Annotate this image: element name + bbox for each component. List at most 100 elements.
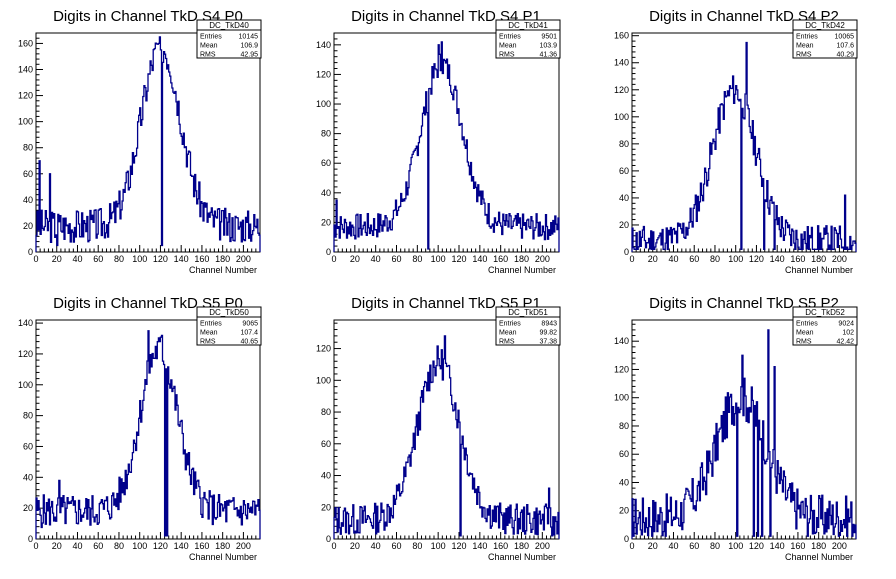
stats-value: 10145 <box>239 34 259 41</box>
x-tick-label: 100 <box>132 254 147 264</box>
y-tick-label: 100 <box>316 99 331 109</box>
x-tick-label: 20 <box>350 254 360 264</box>
stats-box: DC_TkD50 Entries 9065 Mean 107.4 RMS 40.65 <box>196 306 262 346</box>
stats-box: DC_TkD42 Entries 10065 Mean 107.6 RMS 40.29 <box>792 19 858 59</box>
stats-label: Mean <box>200 43 218 50</box>
x-tick-label: 120 <box>451 254 466 264</box>
stats-value: 9065 <box>242 321 258 328</box>
stats-name: DC_TkD50 <box>209 308 249 317</box>
panel-title: Digits in Channel TkD S4 P0 <box>53 8 243 25</box>
y-tick-label: 60 <box>23 441 33 451</box>
y-tick-label: 0 <box>624 247 629 257</box>
histogram-line <box>333 335 560 539</box>
stats-name: DC_TkD51 <box>508 308 548 317</box>
y-tick-label: 40 <box>321 471 331 481</box>
y-tick-label: 140 <box>18 318 33 328</box>
x-tick-label: 20 <box>52 254 62 264</box>
x-tick-label: 180 <box>811 541 826 551</box>
stats-label: Mean <box>200 330 218 337</box>
x-tick-label: 100 <box>728 541 743 551</box>
x-tick-label: 100 <box>132 541 147 551</box>
y-tick-label: 140 <box>316 40 331 50</box>
stats-label: Entries <box>200 34 222 41</box>
y-tick-label: 80 <box>619 421 629 431</box>
y-tick-label: 140 <box>614 58 629 68</box>
y-tick-label: 20 <box>23 503 33 513</box>
stats-value: 40.29 <box>836 52 854 59</box>
stats-label: Mean <box>499 330 517 337</box>
y-tick-label: 80 <box>619 139 629 149</box>
plot-frame <box>631 32 857 253</box>
x-tick-label: 60 <box>689 254 699 264</box>
x-tick-label: 120 <box>153 254 168 264</box>
x-tick-label: 80 <box>710 541 720 551</box>
stats-name: DC_TkD41 <box>508 21 548 30</box>
x-axis-label: Channel Number <box>189 552 257 562</box>
stats-value: 8943 <box>541 321 557 328</box>
y-tick-label: 0 <box>28 247 33 257</box>
panel-title: Digits in Channel TkD S4 P2 <box>649 8 839 25</box>
histogram-panel: Digits in Channel TkD S4 P2 0 20 40 60 80 100 1… <box>614 8 858 275</box>
x-tick-label: 140 <box>174 254 189 264</box>
stats-name: DC_TkD52 <box>805 308 845 317</box>
x-tick-label: 40 <box>668 541 678 551</box>
x-tick-label: 0 <box>331 254 336 264</box>
x-tick-label: 80 <box>114 541 124 551</box>
y-tick-label: 40 <box>619 477 629 487</box>
x-tick-label: 160 <box>493 254 508 264</box>
y-tick-label: 40 <box>23 195 33 205</box>
x-tick-label: 180 <box>514 254 529 264</box>
x-axis-label: Channel Number <box>785 552 853 562</box>
x-tick-label: 80 <box>412 541 422 551</box>
stats-label: Entries <box>796 321 818 328</box>
y-tick-label: 60 <box>321 439 331 449</box>
y-tick-label: 120 <box>614 364 629 374</box>
x-tick-label: 40 <box>668 254 678 264</box>
y-tick-label: 40 <box>619 193 629 203</box>
x-tick-label: 180 <box>514 541 529 551</box>
x-tick-label: 120 <box>749 254 764 264</box>
y-tick-label: 100 <box>18 380 33 390</box>
x-axis-label: Channel Number <box>189 265 257 275</box>
stats-value: 41.36 <box>539 52 557 59</box>
x-tick-label: 160 <box>493 541 508 551</box>
histogram-panel: Digits in Channel TkD S4 P0 0 20 40 60 80 100 1… <box>18 8 262 275</box>
y-tick-label: 100 <box>18 117 33 127</box>
y-tick-label: 120 <box>316 69 331 79</box>
x-tick-label: 100 <box>728 254 743 264</box>
x-tick-label: 100 <box>431 541 446 551</box>
y-tick-label: 100 <box>614 112 629 122</box>
x-tick-label: 0 <box>331 541 336 551</box>
stats-value: 42.95 <box>240 52 258 59</box>
x-tick-label: 0 <box>33 254 38 264</box>
histogram-line <box>35 330 261 539</box>
y-tick-label: 40 <box>23 472 33 482</box>
y-tick-label: 120 <box>614 85 629 95</box>
x-tick-label: 200 <box>236 254 251 264</box>
histogram-line <box>35 36 261 252</box>
x-tick-label: 160 <box>790 254 805 264</box>
stats-value: 42.42 <box>836 339 854 346</box>
stats-value: 102 <box>842 330 854 337</box>
stats-box-border <box>196 306 262 346</box>
stats-value: 107.6 <box>836 43 854 50</box>
x-tick-label: 60 <box>391 254 401 264</box>
y-tick-label: 20 <box>619 506 629 516</box>
x-tick-label: 40 <box>72 254 82 264</box>
x-tick-label: 60 <box>93 254 103 264</box>
x-tick-label: 160 <box>790 541 805 551</box>
x-tick-label: 140 <box>472 254 487 264</box>
panel-title: Digits in Channel TkD S4 P1 <box>351 8 541 25</box>
y-tick-label: 20 <box>619 220 629 230</box>
x-axis-label: Channel Number <box>488 552 556 562</box>
x-tick-label: 40 <box>371 541 381 551</box>
y-tick-label: 160 <box>18 38 33 48</box>
stats-label: Mean <box>499 43 517 50</box>
stats-label: RMS <box>796 339 812 346</box>
stats-box-border <box>495 19 561 59</box>
x-tick-label: 140 <box>174 541 189 551</box>
stats-label: RMS <box>499 52 515 59</box>
x-tick-label: 200 <box>832 254 847 264</box>
stats-label: Entries <box>200 321 222 328</box>
y-tick-label: 20 <box>23 221 33 231</box>
